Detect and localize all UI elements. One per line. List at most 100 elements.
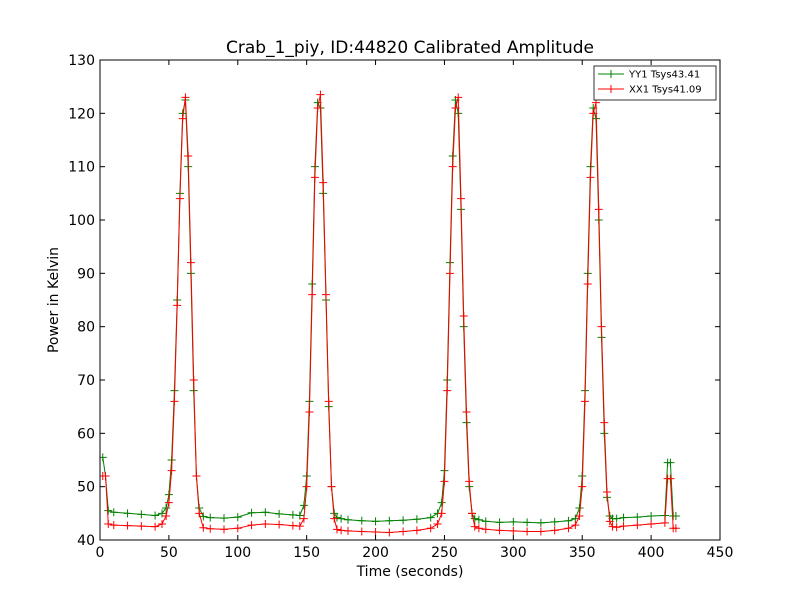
x-tick-label: 50 [160, 545, 178, 561]
data-point [564, 516, 573, 525]
data-point [433, 520, 442, 528]
data-point [660, 518, 669, 527]
data-point [327, 482, 336, 491]
data-point [509, 526, 518, 535]
data-point [104, 506, 113, 515]
data-point [104, 520, 113, 528]
data-point [619, 513, 628, 522]
x-tick-label: 100 [224, 545, 251, 561]
data-point [344, 526, 352, 535]
data-point [481, 525, 490, 534]
data-point [509, 517, 518, 526]
data-point [468, 509, 476, 518]
data-point [456, 194, 465, 203]
y-tick-label: 80 [77, 320, 95, 336]
data-point [137, 522, 146, 531]
data-point [536, 527, 545, 536]
data-point [305, 408, 314, 416]
data-point [247, 521, 256, 530]
data-point [123, 521, 132, 530]
data-point [603, 488, 612, 496]
x-axis-label: Time (seconds) [356, 564, 464, 580]
data-point [474, 515, 483, 524]
data-point [206, 524, 215, 533]
data-point [321, 290, 330, 299]
data-point [465, 477, 474, 486]
data-point [330, 514, 339, 523]
data-point [666, 458, 675, 467]
data-point [666, 474, 675, 483]
x-tick-label: 0 [96, 545, 105, 561]
legend-marker [607, 70, 615, 78]
y-tick-label: 110 [68, 160, 95, 176]
data-point [288, 521, 297, 530]
legend-label: XX1 Tsys41.09 [629, 85, 702, 96]
data-point [371, 517, 380, 526]
data-point [123, 509, 132, 518]
data-point [495, 518, 504, 527]
y-tick-label: 130 [68, 53, 95, 69]
x-tick-label: 250 [431, 545, 458, 561]
data-point [261, 520, 270, 528]
data-point [385, 528, 394, 537]
data-point [199, 523, 208, 532]
data-point [173, 301, 182, 310]
data-point [170, 397, 179, 406]
data-point [550, 526, 559, 535]
data-point [162, 504, 171, 512]
data-point [371, 528, 380, 536]
data-point [523, 527, 532, 536]
data-point [192, 472, 201, 480]
data-point [399, 516, 408, 525]
data-point [316, 90, 325, 99]
data-point [470, 514, 479, 523]
data-point [299, 514, 308, 523]
x-tick-label: 450 [707, 545, 734, 561]
plot-background [100, 60, 720, 540]
x-tick-label: 150 [293, 545, 320, 561]
data-point [357, 516, 366, 525]
data-point [564, 524, 573, 533]
data-point [189, 376, 198, 384]
data-point [220, 525, 228, 534]
data-point [295, 511, 304, 520]
x-tick-label: 300 [500, 545, 527, 561]
data-point [671, 512, 680, 520]
data-point [575, 504, 584, 512]
data-point [481, 517, 490, 526]
y-tick-label: 120 [68, 106, 95, 122]
data-point [597, 322, 606, 331]
x-tick-label: 400 [638, 545, 665, 561]
data-point [470, 522, 479, 531]
legend-label: YY1 Tsys43.41 [628, 70, 700, 81]
series-layer [100, 90, 680, 537]
data-point [247, 508, 256, 517]
data-point [451, 104, 460, 112]
data-point [586, 173, 595, 182]
data-point [633, 513, 642, 522]
data-point [474, 524, 483, 533]
data-point [151, 511, 160, 520]
data-point [195, 509, 204, 518]
data-point [445, 269, 454, 278]
data-point [344, 515, 352, 524]
data-point [536, 518, 545, 527]
y-tick-label: 70 [77, 373, 95, 389]
data-point [495, 526, 504, 535]
data-point [337, 514, 346, 523]
series-xx1 [100, 90, 680, 537]
data-point [647, 520, 656, 528]
data-point [158, 509, 166, 518]
data-point [302, 482, 311, 491]
data-point [295, 522, 304, 531]
data-point [594, 205, 603, 214]
data-point [167, 466, 176, 475]
data-point [440, 477, 449, 486]
data-point [137, 510, 146, 519]
data-point [357, 527, 366, 536]
data-point [600, 418, 609, 427]
data-point [109, 508, 118, 517]
data-point [162, 512, 171, 520]
data-point [454, 93, 463, 102]
